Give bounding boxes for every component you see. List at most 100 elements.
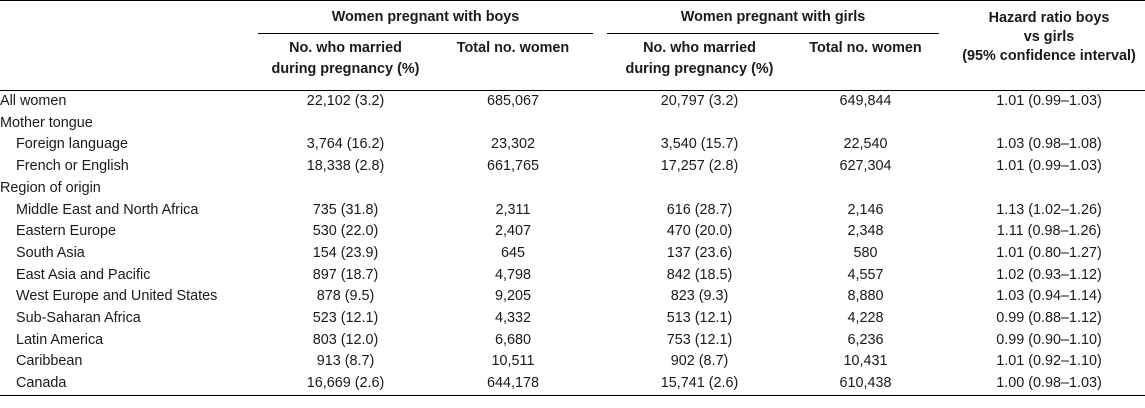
group-header-girls: Women pregnant with girls xyxy=(607,1,939,34)
cell-girls-married xyxy=(607,178,792,200)
row-label: East Asia and Pacific xyxy=(16,266,151,283)
cell-girls-total: 2,348 xyxy=(847,223,884,240)
cell-boys-married: 913 (8.7) xyxy=(316,353,375,370)
table-row: Foreign language 3,764 (16.2) 23,302 3,540 … xyxy=(0,134,1145,156)
cell-boys-married: 154 (23.9) xyxy=(312,244,379,261)
cell-girls-married: 753 (12.1) xyxy=(666,331,733,348)
table-row: Latin America 803 (12.0) 6,680 753 (12.1) 6,… xyxy=(0,330,1145,352)
hazard-ratio-header-line3: (95% confidence interval) xyxy=(962,48,1136,64)
row-label: French or English xyxy=(16,158,129,175)
group-header-boys: Women pregnant with boys xyxy=(258,1,593,34)
cell-boys-married: 530 (22.0) xyxy=(312,223,379,240)
cell-girls-total: 8,880 xyxy=(847,288,884,305)
cell-hazard-ratio: 1.03 (0.98–1.08) xyxy=(996,136,1102,153)
cell-girls-total: 2,146 xyxy=(847,201,884,218)
cell-boys-total: 10,511 xyxy=(491,353,535,370)
cell-girls-married xyxy=(607,113,792,135)
cell-boys-total: 23,302 xyxy=(490,136,535,153)
cell-boys-married: 523 (12.1) xyxy=(312,310,379,327)
cell-boys-total xyxy=(433,113,593,135)
cell-hazard-ratio: 1.00 (0.98–1.03) xyxy=(996,375,1102,392)
col-header-boys-married: No. who married during pregnancy (%) xyxy=(258,34,433,81)
table-row: South Asia 154 (23.9) 645 137 (23.6) 580 1.01… xyxy=(0,243,1145,265)
cell-hazard-ratio: 0.99 (0.88–1.12) xyxy=(996,310,1102,327)
cell-hazard-ratio: 1.01 (0.99–1.03) xyxy=(996,93,1102,109)
cell-boys-total: 2,311 xyxy=(495,201,531,218)
row-label: Region of origin xyxy=(0,179,101,196)
cell-hazard-ratio: 1.13 (1.02–1.26) xyxy=(996,201,1102,218)
col-header-girls-married: No. who married during pregnancy (%) xyxy=(607,34,792,81)
cell-girls-total: 627,304 xyxy=(839,158,892,175)
cell-boys-married: 18,338 (2.8) xyxy=(306,158,385,175)
hazard-ratio-header-line2: vs girls xyxy=(1023,29,1075,45)
cell-hazard-ratio: 1.01 (0.80–1.27) xyxy=(996,244,1102,261)
cell-boys-total: 644,178 xyxy=(486,375,540,392)
cell-girls-married: 823 (9.3) xyxy=(670,288,729,305)
cell-girls-total xyxy=(792,113,939,135)
cell-hazard-ratio: 1.01 (0.99–1.03) xyxy=(996,158,1102,175)
cell-boys-married: 803 (12.0) xyxy=(312,331,379,348)
cell-girls-total: 6,236 xyxy=(847,331,884,348)
row-label: Caribbean xyxy=(16,353,83,370)
table-row: All women 22,102 (3.2) 685,067 20,797 (3.2)… xyxy=(0,91,1145,113)
cell-hazard-ratio: 1.03 (0.94–1.14) xyxy=(996,288,1102,305)
row-label: Latin America xyxy=(16,331,104,348)
cell-girls-married: 15,741 (2.6) xyxy=(660,375,739,392)
cell-boys-total: 2,407 xyxy=(494,223,531,240)
hazard-ratio-header: Hazard ratio boys vs girls (95% confiden… xyxy=(953,1,1145,80)
cell-girls-married: 513 (12.1) xyxy=(666,310,733,327)
row-label: West Europe and United States xyxy=(16,288,218,305)
cell-boys-total: 645 xyxy=(500,244,525,261)
cell-boys-married: 3,764 (16.2) xyxy=(306,136,385,153)
row-label: Sub-Saharan Africa xyxy=(16,310,141,327)
cell-boys-married xyxy=(258,178,433,200)
table-row: Caribbean 913 (8.7) 10,511 902 (8.7) 10,431 1… xyxy=(0,351,1145,373)
row-label: South Asia xyxy=(16,244,85,261)
row-label: All women xyxy=(0,93,67,109)
cell-girls-married: 616 (28.7) xyxy=(666,201,733,218)
table-header: Women pregnant with boys Women pregnant … xyxy=(0,0,1145,91)
table-row: Sub-Saharan Africa 523 (12.1) 4,332 513 (12… xyxy=(0,308,1145,330)
table-row: Middle East and North Africa 735 (31.8) 2,… xyxy=(0,200,1145,222)
cell-girls-total: 580 xyxy=(853,244,878,261)
cell-girls-married: 842 (18.5) xyxy=(666,266,733,283)
cell-girls-married: 20,797 (3.2) xyxy=(660,93,739,109)
table-row: Eastern Europe 530 (22.0) 2,407 470 (20.0) 2… xyxy=(0,221,1145,243)
table-row: Canada 16,669 (2.6) 644,178 15,741 (2.6) 610… xyxy=(0,373,1145,395)
cell-boys-married xyxy=(258,113,433,135)
col-header-line: during pregnancy (%) xyxy=(271,61,420,77)
cell-boys-total: 4,798 xyxy=(494,266,531,283)
col-header-boys-total: Total no. women xyxy=(456,40,570,56)
cell-hazard-ratio: 1.11 (0.98–1.26) xyxy=(996,223,1102,240)
cell-girls-total: 4,228 xyxy=(847,310,884,327)
cell-girls-total: 10,431 xyxy=(843,353,888,370)
cell-girls-married: 3,540 (15.7) xyxy=(660,136,739,153)
cell-hazard-ratio: 0.99 (0.90–1.10) xyxy=(996,331,1102,348)
cell-hazard-ratio: 1.01 (0.92–1.10) xyxy=(996,353,1102,370)
cell-boys-total: 6,680 xyxy=(494,331,531,348)
cell-hazard-ratio xyxy=(953,178,1145,200)
cell-girls-total: 4,557 xyxy=(847,266,884,283)
row-label: Mother tongue xyxy=(0,114,93,131)
data-table: Women pregnant with boys Women pregnant … xyxy=(0,0,1145,396)
cell-boys-married: 22,102 (3.2) xyxy=(306,93,385,109)
cell-hazard-ratio xyxy=(953,113,1145,135)
row-label: Canada xyxy=(16,375,67,392)
cell-girls-married: 17,257 (2.8) xyxy=(660,158,739,175)
cell-girls-total xyxy=(792,178,939,200)
row-label: Foreign language xyxy=(16,136,129,153)
cell-boys-total: 685,067 xyxy=(486,93,540,109)
cell-girls-total: 649,844 xyxy=(839,93,892,109)
table-body: All women 22,102 (3.2) 685,067 20,797 (3.2)… xyxy=(0,91,1145,396)
cell-boys-married: 16,669 (2.6) xyxy=(306,375,385,392)
cell-girls-married: 470 (20.0) xyxy=(666,223,733,240)
hazard-ratio-header-line1: Hazard ratio boys xyxy=(988,10,1110,26)
header-empty-cell xyxy=(0,1,258,34)
col-header-line: during pregnancy (%) xyxy=(625,61,774,77)
cell-boys-total xyxy=(433,178,593,200)
cell-boys-married: 735 (31.8) xyxy=(312,201,379,218)
cell-girls-total: 610,438 xyxy=(839,375,892,392)
cell-boys-total: 9,205 xyxy=(494,288,531,305)
row-label: Middle East and North Africa xyxy=(16,201,199,218)
cell-boys-married: 897 (18.7) xyxy=(312,266,379,283)
